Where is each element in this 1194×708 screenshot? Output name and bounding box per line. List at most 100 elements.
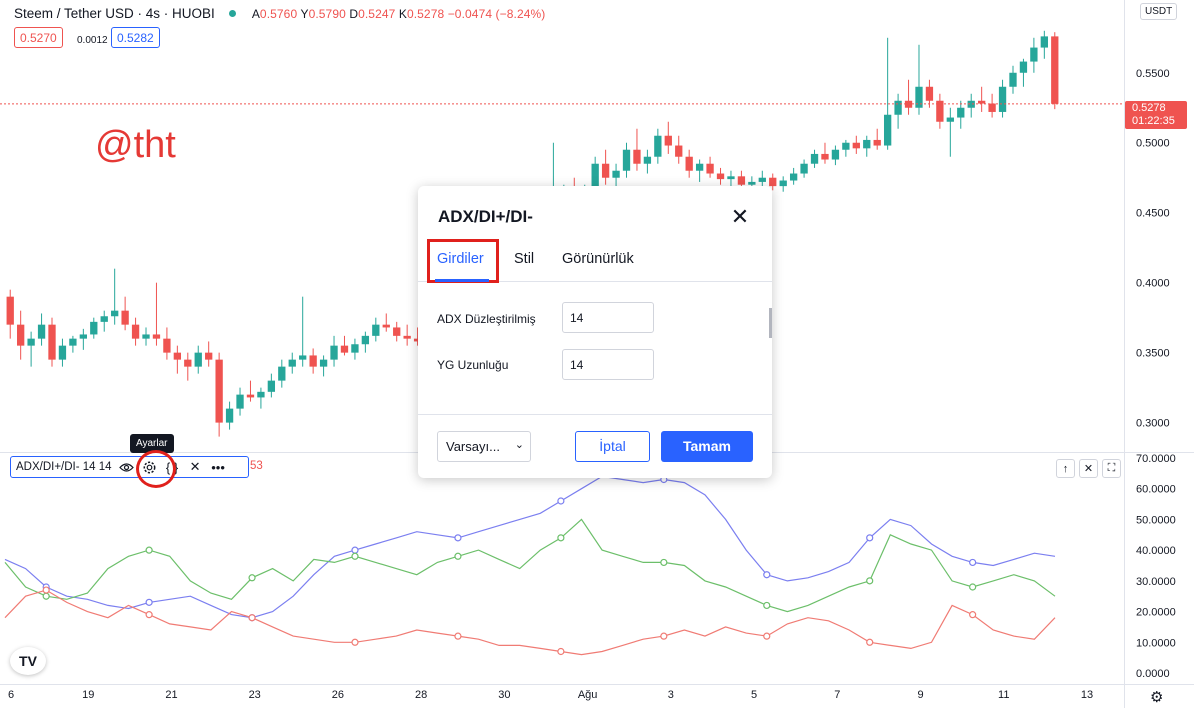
- time-tick-label: 21: [165, 689, 177, 701]
- time-tick-label: Ağu: [578, 689, 598, 701]
- candle-body: [403, 335, 411, 339]
- indicator-point-marker: [248, 574, 256, 582]
- price-tick-label: 0.5500: [1136, 68, 1170, 80]
- eye-icon[interactable]: [118, 459, 135, 476]
- time-tick-label: 28: [415, 689, 427, 701]
- chart-settings-gear-icon[interactable]: ⚙: [1150, 689, 1164, 706]
- candle-body: [748, 181, 756, 185]
- candle-body: [863, 139, 871, 149]
- candle-body: [821, 153, 829, 160]
- candle-body: [737, 176, 746, 185]
- di-length-input[interactable]: 14: [562, 349, 654, 380]
- candle-body: [967, 100, 975, 108]
- more-icon[interactable]: •••: [211, 459, 225, 475]
- candle-body: [257, 391, 265, 398]
- indicator-tick-label: 0.0000: [1136, 668, 1170, 680]
- indicator-point-marker: [866, 577, 874, 585]
- defaults-dropdown[interactable]: Varsayı... ⌄: [437, 431, 531, 462]
- time-tick-label: 3: [668, 689, 674, 701]
- indicator-tick-label: 50.0000: [1136, 514, 1176, 526]
- candle-body: [142, 334, 150, 339]
- chevron-down-icon: ⌄: [514, 439, 524, 451]
- indicator-settings-dialog: ADX/DI+/DI- ✕ Girdiler Stil Görünürlük A…: [418, 186, 772, 478]
- indicator-tick-label: 60.0000: [1136, 484, 1176, 496]
- watermark-text: @tht: [95, 124, 176, 166]
- spread-value: 0.0012: [77, 35, 108, 46]
- time-tick-label: 19: [82, 689, 94, 701]
- move-up-icon[interactable]: ↑: [1056, 459, 1075, 478]
- tradingview-logo-icon[interactable]: TV: [10, 647, 46, 675]
- tab-style[interactable]: Stil: [514, 251, 535, 267]
- dialog-tabs: Girdiler Stil Görünürlük: [418, 239, 772, 338]
- candle-body: [852, 142, 860, 149]
- time-tick-label: 5: [751, 689, 757, 701]
- di-length-label: YG Uzunluğu: [437, 358, 509, 372]
- dialog-close-icon[interactable]: ✕: [730, 204, 750, 229]
- candle-body: [810, 153, 819, 164]
- sell-price-button[interactable]: 0.5270: [14, 27, 63, 48]
- currency-label[interactable]: USDT: [1140, 3, 1178, 20]
- indicator-label[interactable]: ADX/DI+/DI- 14 14: [16, 461, 112, 473]
- candle-body: [278, 366, 286, 381]
- indicator-point-marker: [351, 638, 359, 646]
- candle-body: [654, 135, 662, 157]
- candle-body: [842, 142, 850, 150]
- candle-body: [1009, 72, 1017, 87]
- indicator-point-marker: [557, 534, 565, 542]
- indicator-point-marker: [557, 497, 565, 505]
- candle-body: [17, 324, 25, 346]
- indicator-point-marker: [42, 586, 50, 594]
- indicator-point-marker: [557, 647, 565, 656]
- tabs-scrollbar[interactable]: [769, 308, 772, 338]
- indicator-tick-label: 20.0000: [1136, 607, 1176, 619]
- candle-body: [184, 359, 192, 367]
- candle-body: [1019, 61, 1028, 73]
- maximize-pane-icon[interactable]: ⛶: [1102, 459, 1121, 478]
- tab-visibility[interactable]: Görünürlük: [562, 251, 634, 267]
- pane-close-icon[interactable]: ✕: [1079, 459, 1098, 478]
- indicator-legend[interactable]: ADX/DI+/DI- 14 14 { } ✕ •••: [10, 456, 249, 478]
- candle-body: [236, 394, 244, 409]
- ok-button[interactable]: Tamam: [661, 431, 753, 462]
- buy-price-button[interactable]: 0.5282: [111, 27, 160, 48]
- candle-body: [998, 86, 1007, 112]
- candle-body: [612, 170, 620, 178]
- indicator-tick-label: 30.0000: [1136, 576, 1176, 588]
- candle-body: [758, 177, 766, 182]
- close-icon[interactable]: ✕: [189, 459, 201, 474]
- cancel-button[interactable]: İptal: [575, 431, 650, 462]
- symbol-title[interactable]: Steem / Tether USD · 4s · HUOBI: [14, 6, 215, 21]
- candle-body: [675, 145, 683, 157]
- adx-smoothing-input[interactable]: 14: [562, 302, 654, 333]
- indicator-value: 53: [250, 460, 263, 472]
- candle-body: [413, 338, 422, 342]
- tab-inputs[interactable]: Girdiler: [437, 251, 484, 267]
- time-tick-label: 30: [498, 689, 510, 701]
- candle-body: [622, 149, 631, 171]
- candle-body: [716, 173, 725, 180]
- indicator-point-marker: [660, 558, 668, 567]
- highlight-circle: [136, 450, 176, 488]
- dialog-title: ADX/DI+/DI-: [438, 207, 533, 226]
- indicator-point-marker: [763, 632, 771, 640]
- candle-body: [883, 114, 892, 146]
- candle-body: [351, 344, 359, 353]
- indicator-point-marker: [454, 552, 462, 560]
- candle-body: [1051, 36, 1059, 104]
- candle-body: [267, 380, 276, 392]
- candle-body: [340, 345, 349, 353]
- candle-body: [152, 334, 161, 339]
- symbol-header: Steem / Tether USD · 4s · HUOBI A0.5760 …: [14, 6, 545, 21]
- candle-body: [382, 324, 390, 328]
- candle-body: [37, 324, 46, 339]
- indicator-point-marker: [351, 546, 359, 554]
- candle-body: [361, 335, 370, 345]
- candle-body: [163, 338, 171, 353]
- candle-body: [225, 408, 234, 423]
- candle-body: [309, 355, 317, 367]
- indicator-point-marker: [866, 638, 874, 646]
- indicator-series-line: [4, 475, 1056, 619]
- last-price-label: 0.5278 01:22:35: [1125, 101, 1187, 129]
- time-tick-label: 26: [332, 689, 344, 701]
